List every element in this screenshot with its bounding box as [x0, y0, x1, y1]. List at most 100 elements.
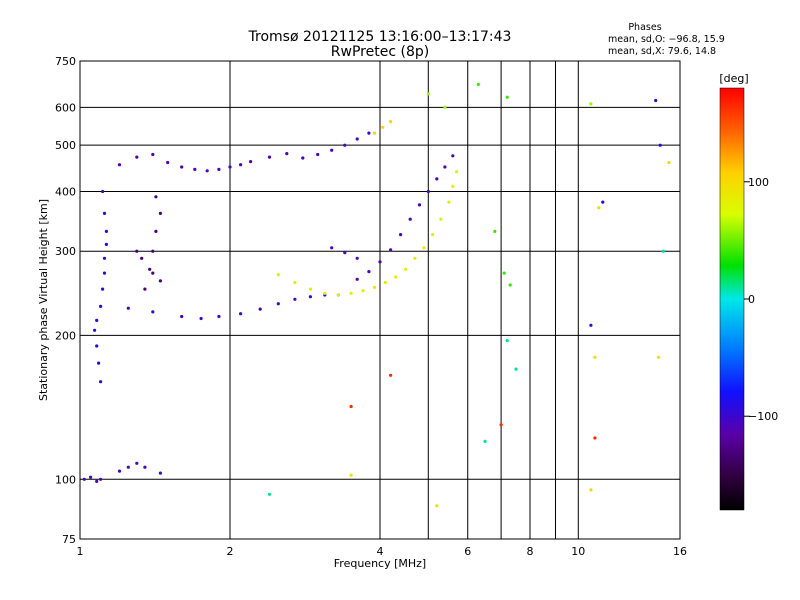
echo-point — [143, 287, 147, 291]
echo-point — [99, 380, 103, 384]
echo-point — [514, 367, 518, 371]
echo-point — [228, 165, 232, 169]
echo-point — [349, 404, 353, 409]
echo-point — [451, 184, 455, 188]
echo-point — [654, 98, 658, 103]
y-tick-label: 300 — [55, 245, 76, 258]
echo-point — [476, 82, 480, 86]
echo-point — [293, 297, 297, 301]
echo-point — [126, 465, 130, 469]
echo-point — [505, 95, 509, 99]
echo-point — [355, 256, 359, 260]
echo-point — [104, 242, 108, 246]
echo-point — [505, 339, 509, 343]
echo-point — [389, 248, 393, 252]
echo-point — [97, 361, 101, 365]
echo-point — [349, 291, 353, 295]
echo-point — [126, 306, 130, 310]
echo-point — [267, 155, 272, 159]
y-tick-label: 75 — [62, 533, 76, 546]
echo-point — [151, 249, 155, 253]
colorbar-tick-label: 0 — [748, 293, 755, 306]
echo-point — [82, 477, 86, 481]
echo-point — [135, 461, 139, 465]
echo-point — [308, 295, 312, 299]
echo-point — [508, 283, 512, 287]
echo-point — [99, 304, 103, 308]
echo-point — [443, 105, 447, 109]
echo-point — [217, 167, 221, 171]
echo-point — [285, 152, 289, 156]
x-tick-label: 8 — [527, 545, 534, 558]
echo-point — [217, 314, 221, 319]
echo-point — [102, 271, 107, 275]
echo-point — [426, 189, 430, 194]
chart-title: Tromsø 20121125 13:16:00–13:17:43 — [248, 29, 512, 45]
echo-point — [143, 465, 147, 469]
echo-point — [413, 256, 417, 260]
echo-point — [95, 344, 99, 348]
echo-point — [180, 165, 184, 169]
echo-point — [102, 211, 107, 215]
y-tick-label: 200 — [55, 329, 76, 342]
echo-point — [589, 102, 593, 106]
echo-point — [417, 203, 422, 207]
echo-point — [166, 160, 170, 165]
x-tick-label: 16 — [673, 545, 687, 558]
echo-point — [148, 267, 152, 271]
echo-point — [493, 229, 497, 233]
echo-point — [367, 131, 371, 135]
echo-point — [258, 307, 262, 311]
echo-point — [403, 267, 408, 271]
plot-frame — [79, 60, 681, 540]
echo-point — [99, 477, 103, 481]
echo-point — [431, 233, 435, 237]
echo-point — [443, 165, 447, 169]
echo-point — [249, 160, 253, 164]
echo-point — [367, 270, 371, 274]
echo-point — [667, 160, 671, 165]
echo-point — [343, 251, 347, 255]
x-tick-label: 10 — [571, 545, 585, 558]
echo-point — [426, 92, 430, 96]
echo-point — [323, 291, 327, 295]
echo-point — [151, 152, 155, 157]
stats-heading: Phases — [628, 22, 661, 33]
echo-point — [117, 163, 122, 167]
echo-point — [301, 156, 305, 160]
echo-point — [499, 423, 503, 427]
echo-point — [180, 314, 184, 319]
echo-point — [399, 233, 403, 237]
stats-x-mode: mean, sd,X: 79.6, 14.8 — [608, 46, 716, 57]
colorbar-tick-label: −100 — [748, 410, 778, 423]
echo-point — [422, 246, 426, 250]
echo-point — [316, 152, 320, 157]
echo-point — [593, 355, 597, 359]
echo-point — [308, 287, 312, 291]
echo-point — [372, 285, 377, 289]
y-tick-label: 750 — [55, 55, 76, 68]
y-axis-label: Stationary phase Virtual Height [km] — [37, 199, 50, 401]
echo-point — [101, 189, 105, 194]
stats-o-mode: mean, sd,O: −96.8, 15.9 — [608, 34, 725, 45]
echo-point — [439, 217, 443, 221]
echo-point — [104, 229, 108, 233]
echo-point — [93, 328, 97, 332]
y-tick-label: 100 — [55, 473, 76, 486]
echo-point — [276, 273, 280, 277]
echo-point — [408, 217, 412, 221]
echo-point — [140, 256, 144, 260]
echo-point — [502, 271, 506, 275]
x-axis-label: Frequency [MHz] — [334, 557, 426, 570]
y-tick-label: 400 — [55, 185, 76, 198]
echo-point — [158, 471, 162, 475]
echo-point — [199, 316, 203, 321]
echo-point — [102, 256, 107, 260]
colorbar-tick-label: 100 — [748, 176, 769, 189]
echo-point — [239, 312, 243, 316]
echo-point — [101, 287, 105, 291]
x-tick-labels: 1 2 4 6 8 10 16 — [77, 545, 688, 558]
echo-point — [343, 143, 347, 147]
echo-point — [355, 137, 359, 141]
